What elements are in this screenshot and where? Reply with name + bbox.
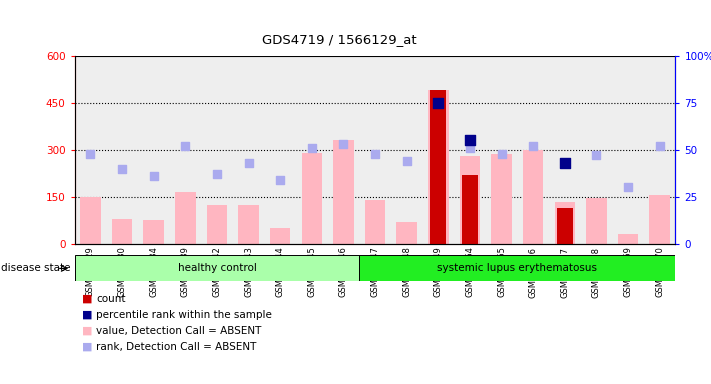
Bar: [430, 90, 447, 244]
Text: ■: ■: [82, 326, 92, 336]
Point: [85, 151, 96, 157]
Bar: [75, 255, 359, 281]
Text: percentile rank within the sample: percentile rank within the sample: [96, 310, 272, 320]
Point: [496, 151, 507, 157]
Text: value, Detection Call = ABSENT: value, Detection Call = ABSENT: [96, 326, 262, 336]
Text: count: count: [96, 294, 125, 304]
Point: [559, 160, 570, 166]
Bar: [459, 156, 480, 244]
Text: systemic lupus erythematosus: systemic lupus erythematosus: [437, 263, 597, 273]
Bar: [491, 154, 512, 244]
Text: healthy control: healthy control: [178, 263, 257, 273]
Point: [180, 143, 191, 149]
Bar: [462, 175, 478, 244]
Point: [591, 152, 602, 159]
Bar: [618, 234, 638, 244]
Bar: [365, 200, 385, 244]
Point: [211, 171, 223, 177]
Point: [148, 173, 159, 179]
Point: [464, 145, 476, 151]
Point: [274, 177, 286, 183]
Bar: [238, 205, 259, 244]
Text: ■: ■: [82, 310, 92, 320]
Bar: [112, 219, 132, 244]
Point: [464, 137, 476, 144]
Point: [306, 145, 318, 151]
Bar: [397, 222, 417, 244]
Point: [528, 143, 539, 149]
Point: [654, 143, 665, 149]
Bar: [586, 199, 606, 244]
Bar: [144, 220, 164, 244]
Bar: [523, 150, 543, 244]
Point: [401, 158, 412, 164]
Bar: [175, 192, 196, 244]
Text: ■: ■: [82, 342, 92, 352]
Text: rank, Detection Call = ABSENT: rank, Detection Call = ABSENT: [96, 342, 257, 352]
Bar: [207, 205, 228, 244]
Bar: [649, 195, 670, 244]
Bar: [557, 208, 572, 244]
Point: [338, 141, 349, 147]
Text: GDS4719 / 1566129_at: GDS4719 / 1566129_at: [262, 33, 417, 46]
Bar: [333, 141, 353, 244]
Text: disease state: disease state: [1, 263, 70, 273]
Bar: [80, 197, 101, 244]
Point: [370, 151, 381, 157]
Point: [117, 166, 128, 172]
Bar: [428, 90, 449, 244]
Point: [432, 100, 444, 106]
Point: [622, 184, 634, 190]
Point: [243, 160, 255, 166]
Bar: [270, 228, 291, 244]
Bar: [301, 153, 322, 244]
Text: ■: ■: [82, 294, 92, 304]
Bar: [359, 255, 675, 281]
Bar: [555, 202, 575, 244]
